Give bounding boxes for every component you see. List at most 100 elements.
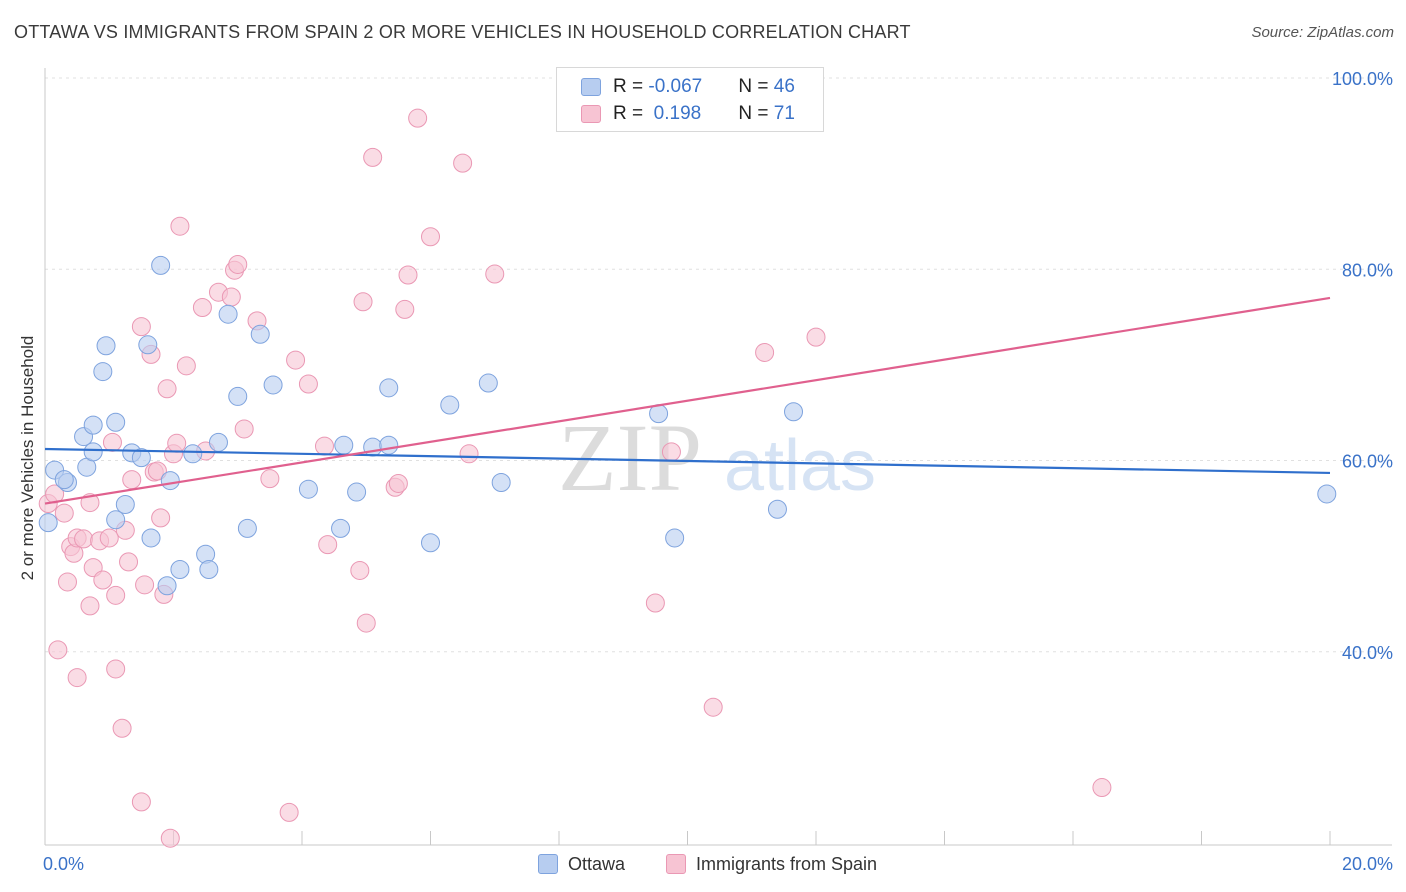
ottawa-point: [1317, 484, 1337, 504]
spain-point: [356, 613, 376, 633]
legend-row-spain: R = 0.198 N = 71: [581, 101, 795, 127]
tick-labels: 40.0% 60.0% 80.0% 100.0% 0.0% 20.0%: [43, 69, 1393, 874]
spain-point: [99, 528, 119, 548]
spain-trend-line: [44, 296, 1331, 505]
bottom-legend-ottawa: Ottawa: [538, 851, 625, 877]
ottawa-point: [141, 528, 161, 548]
spain-point: [314, 436, 334, 456]
ottawa-point: [491, 472, 511, 492]
legend-n-value: 46: [773, 76, 795, 97]
ottawa-point: [379, 435, 399, 455]
spain-point: [48, 640, 68, 660]
spain-point: [106, 585, 126, 605]
ottawa-point: [151, 255, 171, 275]
legend-r-value: 0.198: [648, 103, 702, 124]
spain-point: [1092, 778, 1112, 798]
ottawa-point: [157, 576, 177, 596]
ottawa-point: [363, 437, 383, 457]
spain-point: [93, 570, 113, 590]
spain-point: [160, 828, 180, 848]
legend-n-value: 71: [773, 103, 795, 124]
trend-lines: [44, 296, 1331, 505]
ottawa-point: [183, 444, 203, 464]
ottawa-point: [115, 494, 135, 514]
spain-point: [157, 379, 177, 399]
ottawa-point: [478, 373, 498, 393]
legend-n-label: N =: [738, 76, 774, 97]
bottom-legend-label-ottawa: Ottawa: [568, 853, 626, 874]
ottawa-point: [379, 378, 399, 398]
ottawa-point: [83, 442, 103, 462]
ottawa-point: [208, 432, 228, 452]
spain-point: [298, 374, 318, 394]
legend-r-label: R =: [613, 76, 649, 97]
ottawa-point: [347, 482, 367, 502]
spain-point: [318, 535, 338, 555]
x-tick-label: 20.0%: [1342, 854, 1393, 874]
spain-point: [350, 560, 370, 580]
spain-point: [151, 508, 171, 528]
ottawa-point: [54, 470, 74, 490]
spain-point: [260, 469, 280, 489]
spain-point: [57, 572, 77, 592]
spain-point: [279, 802, 299, 822]
bottom-legend-spain: Immigrants from Spain: [666, 851, 877, 877]
spain-point: [388, 473, 408, 493]
watermark-zip: ZIP: [558, 404, 702, 511]
spain-point: [421, 227, 440, 247]
spain-point: [221, 287, 241, 307]
spain-point: [661, 442, 681, 462]
spain-point: [228, 254, 248, 274]
spain-point: [102, 432, 122, 452]
ottawa-point: [196, 544, 216, 564]
grid-lines: [45, 77, 1392, 653]
spain-point: [755, 342, 775, 362]
spain-point: [453, 153, 473, 173]
spain-point: [119, 552, 139, 572]
spain-point: [106, 659, 126, 679]
ottawa-point: [199, 560, 219, 580]
ottawa-point: [170, 560, 190, 580]
spain-point: [167, 433, 187, 453]
legend-swatch-spain: [581, 105, 601, 123]
y-tick-label: 40.0%: [1342, 643, 1393, 663]
spain-point: [286, 350, 306, 370]
ottawa-point: [665, 528, 685, 548]
ottawa-point: [228, 386, 248, 406]
spain-point: [408, 108, 428, 128]
spain-point: [395, 299, 415, 319]
ottawa-point: [784, 402, 804, 422]
axes: [44, 68, 1392, 846]
spain-point: [703, 697, 723, 717]
stats-legend: R = -0.067 N = 46 R = 0.198 N = 71: [556, 67, 824, 132]
ottawa-point: [218, 304, 238, 324]
spain-point: [135, 575, 155, 595]
legend-swatch-ottawa: [581, 78, 601, 96]
ottawa-point: [767, 499, 787, 519]
x-tick-label: 0.0%: [43, 854, 84, 874]
ottawa-point: [331, 518, 351, 538]
bottom-legend-swatch-ottawa: [538, 854, 558, 874]
spain-point: [234, 419, 254, 439]
y-tick-label: 80.0%: [1342, 260, 1393, 280]
ottawa-point: [334, 435, 354, 455]
spain-point: [122, 470, 142, 490]
spain-point: [80, 596, 100, 616]
ottawa-point: [160, 471, 180, 491]
spain-point: [645, 593, 665, 613]
spain-point: [353, 292, 373, 312]
bottom-legend-label-spain: Immigrants from Spain: [696, 853, 878, 874]
source-label: Source: ZipAtlas.com: [1251, 24, 1394, 41]
ottawa-point: [131, 448, 151, 468]
ottawa-point: [106, 412, 126, 432]
legend-n-label: N =: [738, 103, 774, 124]
legend-r-label: R =: [613, 103, 649, 124]
chart-title: OTTAWA VS IMMIGRANTS FROM SPAIN 2 OR MOR…: [14, 22, 911, 42]
ottawa-point: [250, 324, 270, 344]
ottawa-point: [96, 336, 116, 356]
spain-point: [485, 264, 505, 284]
spain-point: [192, 298, 212, 317]
bottom-legend-swatch-spain: [666, 854, 686, 874]
ottawa-point: [83, 415, 103, 435]
